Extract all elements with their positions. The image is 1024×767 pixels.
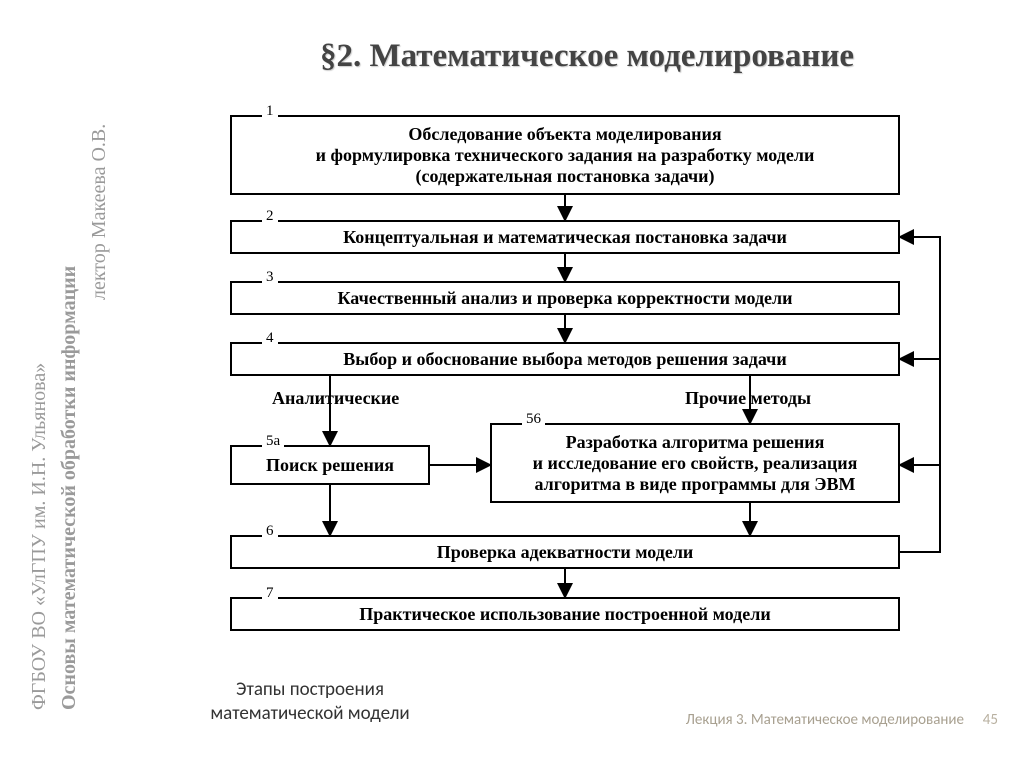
footer-lecture: Лекция 3. Математическое моделирование [686,711,964,729]
flowchart-node-num-3: 3 [262,269,278,286]
flowchart-node-num-5a: 5а [262,433,284,450]
footer-page: 45 [983,711,998,729]
diagram-caption: Этапы построенияматематической модели [180,678,440,726]
sidebar-course: Основы математической обработки информац… [58,266,81,710]
flowchart-node-5b: Разработка алгоритма решенияи исследован… [490,423,900,503]
flowchart-node-num-2: 2 [262,208,278,225]
flowchart-node-4: Выбор и обоснование выбора методов решен… [230,342,900,376]
flowchart-node-7: Практическое использование построенной м… [230,597,900,631]
flowchart-node-num-1: 1 [262,103,278,120]
flowchart-node-2: Концептуальная и математическая постанов… [230,220,900,254]
flowchart-node-num-4: 4 [262,330,278,347]
branch-label-1: Прочие методы [685,388,811,409]
branch-label-0: Аналитические [272,388,399,409]
sidebar-lecturer: лектор Макеева О.В. [88,124,111,300]
flowchart-node-num-5b: 56 [522,411,545,428]
flowchart-node-3: Качественный анализ и проверка корректно… [230,281,900,315]
flowchart-node-1: Обследование объекта моделированияи форм… [230,115,900,195]
sidebar: ФГБОУ ВО «УлГПУ им. И.Н. Ульянова» Основ… [0,0,110,767]
flowchart-node-num-6: 6 [262,523,278,540]
flowchart-node-5a: Поиск решения5а [230,445,430,485]
page-title: §2. Математическое моделирование [170,38,1004,75]
sidebar-institution: ФГБОУ ВО «УлГПУ им. И.Н. Ульянова» [28,363,51,710]
flowchart-node-num-7: 7 [262,585,278,602]
flowchart-node-6: Проверка адекватности модели6 [230,535,900,569]
flowchart: Обследование объекта моделированияи форм… [180,105,980,685]
